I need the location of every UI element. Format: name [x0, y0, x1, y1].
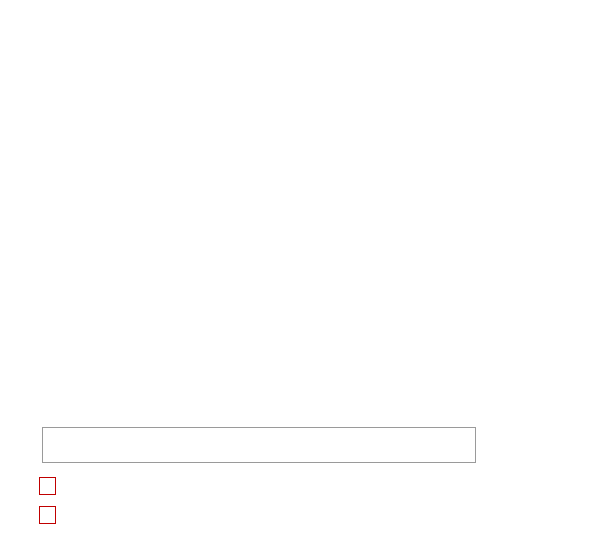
sale-row-2: [0, 506, 600, 524]
sale-row-1: [0, 477, 600, 495]
price-paid-line-swatch: [52, 436, 88, 439]
legend-item-hpi: [43, 445, 475, 461]
chart-legend: [42, 427, 476, 463]
legend-item-price-paid: [43, 429, 475, 445]
sale-1-number-badge: [39, 477, 56, 495]
price-chart: [0, 0, 600, 415]
hpi-line-swatch: [52, 452, 88, 455]
sale-2-number-badge: [39, 506, 56, 524]
